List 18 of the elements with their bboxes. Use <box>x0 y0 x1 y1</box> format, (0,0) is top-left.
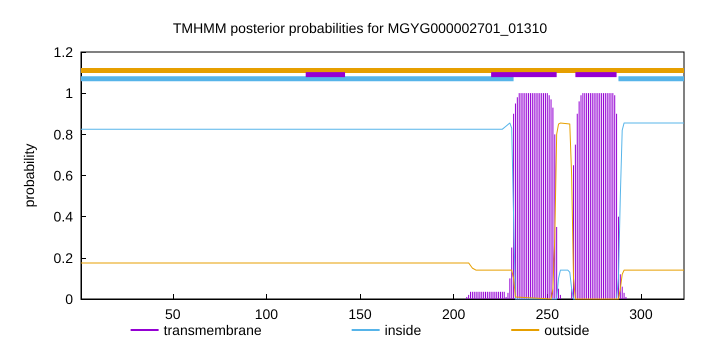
y-tick-label: 0.8 <box>54 126 74 142</box>
legend-label: outside <box>544 322 590 338</box>
x-tick-label: 150 <box>348 306 372 322</box>
y-tick-label: 0.2 <box>54 250 74 266</box>
legend-label: inside <box>384 322 422 338</box>
x-tick-label: 300 <box>629 306 653 322</box>
x-tick-label: 250 <box>536 306 560 322</box>
x-tick-label: 50 <box>164 306 181 322</box>
y-tick-label: 0.6 <box>54 168 74 184</box>
y-tick-label: 1.2 <box>54 44 74 60</box>
y-tick-label: 0 <box>65 291 74 307</box>
y-axis-title: probability <box>21 144 37 208</box>
chart-title: TMHMM posterior probabilities for MGYG000002701_01310 <box>172 20 548 36</box>
x-tick-label: 200 <box>442 306 466 322</box>
legend-label: transmembrane <box>164 322 262 338</box>
x-tick-label: 100 <box>254 306 278 322</box>
y-tick-label: 1 <box>65 85 74 102</box>
y-tick-label: 0.4 <box>54 208 74 225</box>
